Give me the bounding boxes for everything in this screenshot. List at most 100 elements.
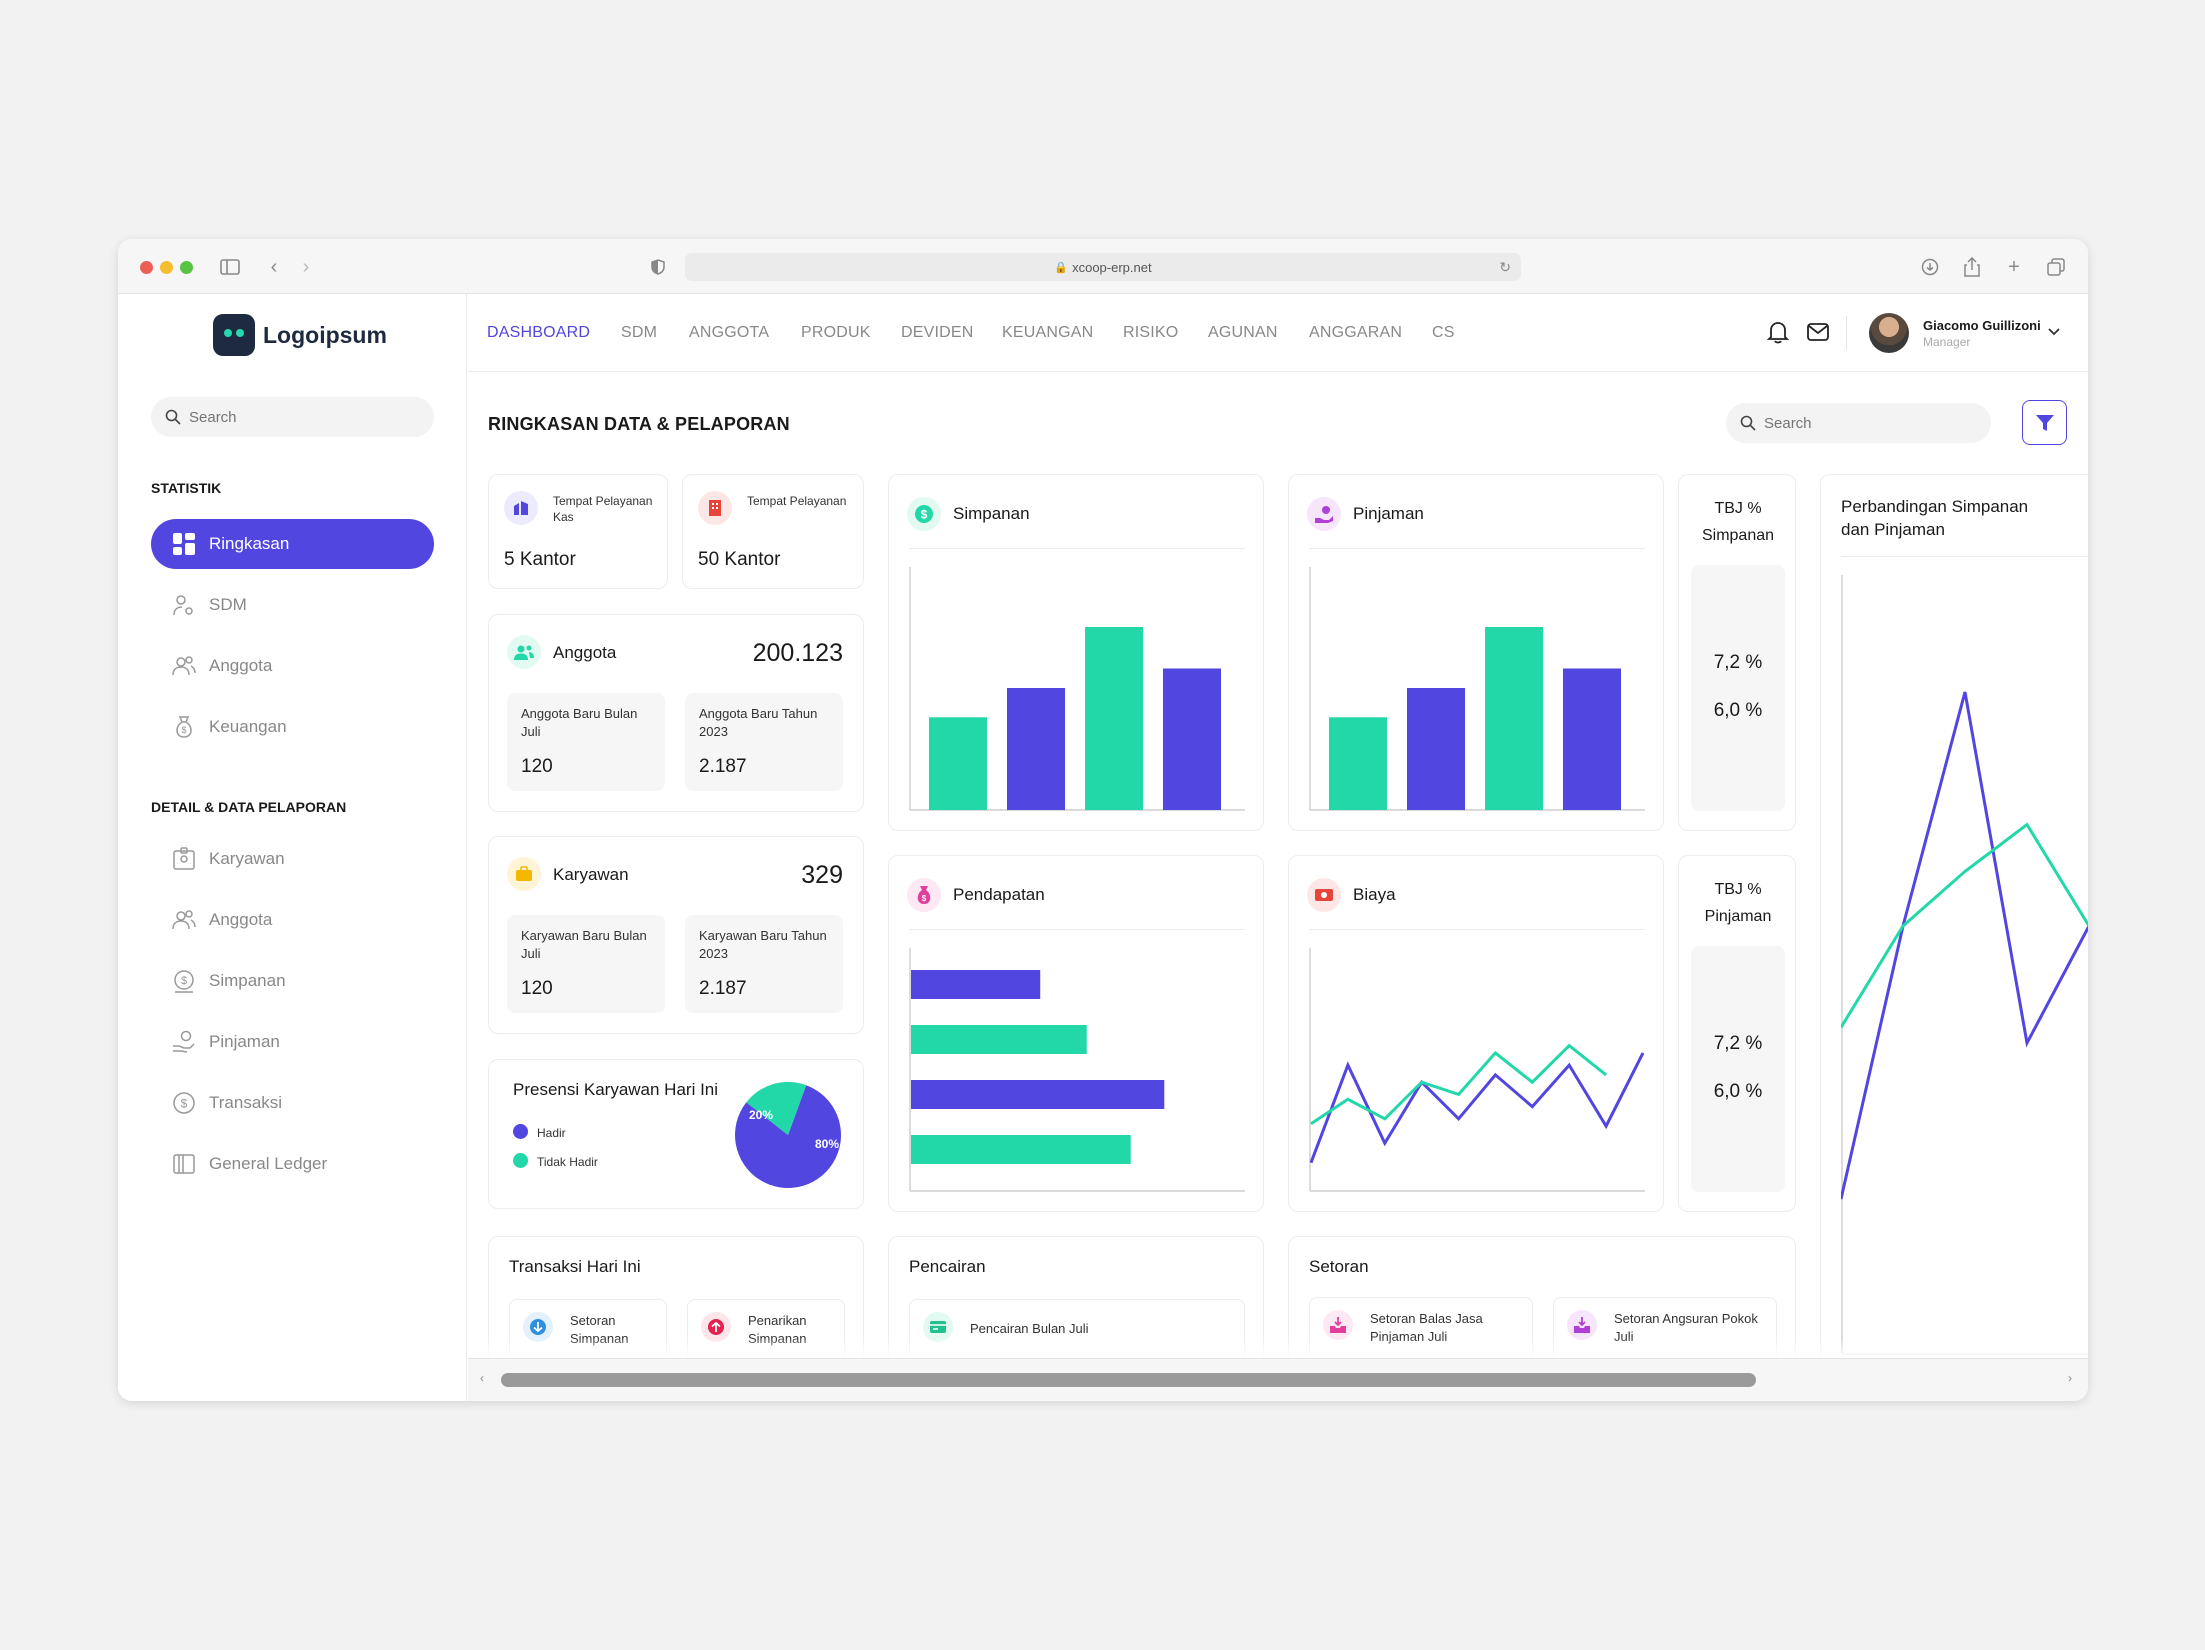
back-icon[interactable]: ‹ xyxy=(270,255,278,278)
sidebar-item-anggota[interactable]: Anggota xyxy=(151,641,434,691)
karyawan-new-month-value: 120 xyxy=(521,978,553,999)
chevron-down-icon[interactable] xyxy=(2046,324,2062,338)
presensi-card[interactable]: Presensi Karyawan Hari Ini Hadir Tidak H… xyxy=(488,1059,864,1209)
nav-anggaran[interactable]: ANGGARAN xyxy=(1309,324,1403,341)
biaya-card[interactable]: Biaya xyxy=(1288,855,1664,1212)
minimize-window-button[interactable] xyxy=(160,261,173,274)
karyawan-card[interactable]: Karyawan 329 Karyawan Baru Bulan Juli 12… xyxy=(488,836,864,1034)
new-tab-icon[interactable]: + xyxy=(2008,255,2020,278)
browser-titlebar: ‹ › 🔒 xcoop-erp.net ↻ + xyxy=(118,239,2088,294)
perbandingan-line-chart xyxy=(1841,575,2088,1355)
nav-deviden[interactable]: DEVIDEN xyxy=(901,324,974,341)
office-card-pelayanan[interactable]: Tempat Pelayanan 50 Kantor xyxy=(682,474,864,589)
nav-produk[interactable]: PRODUK xyxy=(801,324,871,341)
pencairan-bulan-juli-item[interactable]: Pencairan Bulan Juli xyxy=(909,1299,1245,1358)
simpanan-title: Simpanan xyxy=(953,504,1030,523)
pinjaman-card[interactable]: Pinjaman xyxy=(1288,474,1664,831)
nav-cs[interactable]: CS xyxy=(1432,324,1455,341)
office-card-kas[interactable]: Tempat Pelayanan Kas 5 Kantor xyxy=(488,474,668,589)
divider xyxy=(1841,556,2088,557)
maximize-window-button[interactable] xyxy=(180,261,193,274)
url-bar[interactable]: 🔒 xcoop-erp.net ↻ xyxy=(685,253,1521,281)
pendapatan-card[interactable]: $ Pendapatan xyxy=(888,855,1264,1212)
nav-sdm[interactable]: SDM xyxy=(621,324,658,341)
scrollbar-thumb[interactable] xyxy=(501,1373,1756,1387)
sidebar-item-label: Keuangan xyxy=(209,717,287,736)
sidebar-item-keuangan[interactable]: $ Keuangan xyxy=(151,702,434,752)
karyawan-new-month-label: Karyawan Baru Bulan Juli xyxy=(521,928,647,961)
tbj-pinjaman-card[interactable]: TBJ % Pinjaman 7,2 % 6,0 % xyxy=(1678,855,1796,1212)
sidebar-item-label: Anggota xyxy=(209,656,273,675)
sidebar-item-pinjaman[interactable]: Pinjaman xyxy=(151,1017,434,1067)
nav-risiko[interactable]: RISIKO xyxy=(1123,324,1179,341)
forward-icon[interactable]: › xyxy=(302,255,310,278)
page-title: RINGKASAN DATA & PELAPORAN xyxy=(488,414,790,434)
setoran-title: Setoran xyxy=(1309,1257,1369,1276)
presensi-pie-chart: 80% 20% xyxy=(735,1082,841,1188)
sidebar-item-ringkasan[interactable]: Ringkasan xyxy=(151,519,434,569)
karyawan-new-year-value: 2.187 xyxy=(699,978,747,999)
logo[interactable]: Logoipsum xyxy=(213,314,387,356)
sidebar-toggle-icon[interactable] xyxy=(218,255,242,279)
filter-button[interactable] xyxy=(2022,400,2067,445)
bar xyxy=(1407,688,1465,810)
simpanan-card[interactable]: $ Simpanan xyxy=(888,474,1264,831)
sidebar-item-label: Simpanan xyxy=(209,971,286,990)
bar xyxy=(929,717,987,810)
scroll-left-icon[interactable]: ‹ xyxy=(480,1371,484,1385)
hand-coin-icon xyxy=(171,1029,197,1055)
section-statistik: STATISTIK xyxy=(151,480,222,496)
sidebar-item-anggota-detail[interactable]: Anggota xyxy=(151,895,434,945)
scroll-right-icon[interactable]: › xyxy=(2068,1371,2072,1385)
nav-anggota[interactable]: ANGGOTA xyxy=(689,324,770,341)
lock-icon: 🔒 xyxy=(1054,261,1069,274)
avatar[interactable] xyxy=(1869,313,1909,353)
download-icon[interactable] xyxy=(1918,255,1942,279)
legend-tidak-hadir: Tidak Hadir xyxy=(537,1155,598,1169)
dollar-circle-icon: $ xyxy=(171,1090,197,1116)
karyawan-new-year-label: Karyawan Baru Tahun 2023 xyxy=(699,928,827,961)
karyawan-new-year: Karyawan Baru Tahun 2023 2.187 xyxy=(685,915,843,1013)
sidebar-search-input[interactable] xyxy=(189,408,419,426)
sidebar-item-sdm[interactable]: SDM xyxy=(151,580,434,630)
nav-keuangan[interactable]: KEUANGAN xyxy=(1002,324,1094,341)
main-search-input[interactable] xyxy=(1764,414,1974,432)
office-value: 50 Kantor xyxy=(698,549,781,570)
sidebar-item-karyawan[interactable]: Karyawan xyxy=(151,834,434,884)
sidebar-item-transaksi[interactable]: $ Transaksi xyxy=(151,1078,434,1128)
sidebar-item-general-ledger[interactable]: General Ledger xyxy=(151,1139,434,1189)
setoran-card[interactable]: Setoran Setoran Balas Jasa Pinjaman Juli… xyxy=(1288,1236,1796,1358)
tbj-pinjaman-value1: 7,2 % xyxy=(1713,1033,1763,1054)
grid-icon xyxy=(171,531,197,557)
book-icon xyxy=(171,1151,197,1177)
nav-dashboard[interactable]: DASHBOARD xyxy=(487,324,591,341)
nav-agunan[interactable]: AGUNAN xyxy=(1208,324,1278,341)
share-icon[interactable] xyxy=(1960,255,1984,279)
tbj-simpanan-card[interactable]: TBJ % Simpanan 7,2 % 6,0 % xyxy=(1678,474,1796,831)
users-icon xyxy=(171,653,197,679)
shield-icon[interactable] xyxy=(646,255,670,279)
user-name: Giacomo Guillizoni xyxy=(1923,318,2041,333)
pencairan-item-label: Pencairan Bulan Juli xyxy=(970,1321,1089,1336)
setoran-item2-line1: Setoran Angsuran Pokok xyxy=(1614,1311,1758,1326)
pencairan-card[interactable]: Pencairan Pencairan Bulan Juli xyxy=(888,1236,1264,1358)
bell-icon[interactable] xyxy=(1767,320,1789,344)
penarikan-line1: Penarikan xyxy=(748,1313,807,1328)
pie-slice-hadir xyxy=(735,1085,841,1188)
tabs-overview-icon[interactable] xyxy=(2044,255,2068,279)
main-search xyxy=(1726,403,1991,443)
close-window-button[interactable] xyxy=(140,261,153,274)
karyawan-title: Karyawan xyxy=(553,865,629,884)
anggota-card[interactable]: Anggota 200.123 Anggota Baru Bulan Juli … xyxy=(488,614,864,812)
sidebar-item-label: Anggota xyxy=(209,910,273,929)
sidebar-item-simpanan[interactable]: $ Simpanan xyxy=(151,956,434,1006)
tbj-pinjaman-title-line2: Pinjaman xyxy=(1704,908,1772,925)
sidebar-item-label: SDM xyxy=(209,595,247,614)
reload-icon[interactable]: ↻ xyxy=(1499,258,1511,275)
legend-swatch-tidak-hadir xyxy=(513,1153,528,1168)
perbandingan-card[interactable]: Perbandingan Simpanan dan Pinjaman xyxy=(1820,474,2088,1358)
series-line xyxy=(1309,1052,1645,1164)
horizontal-scrollbar[interactable]: ‹ › xyxy=(468,1358,2088,1401)
mail-icon[interactable] xyxy=(1807,322,1829,342)
cash-icon xyxy=(1307,878,1341,912)
